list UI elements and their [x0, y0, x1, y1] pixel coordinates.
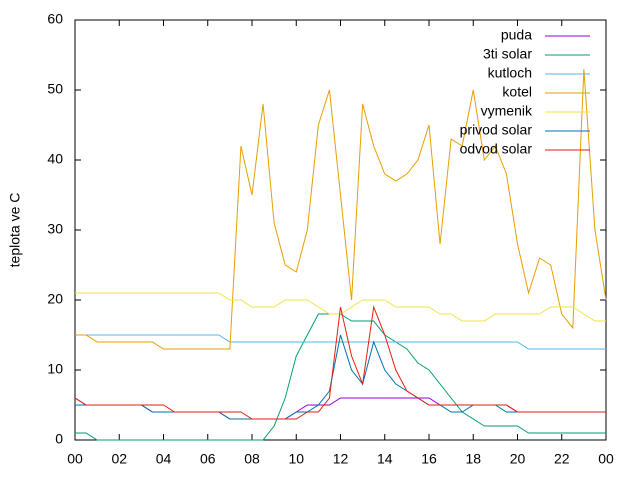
y-tick-label: 30 — [47, 221, 63, 237]
x-tick-label: 08 — [244, 451, 260, 467]
y-tick-label: 40 — [47, 151, 63, 167]
x-tick-label: 16 — [421, 451, 437, 467]
y-tick-label: 10 — [47, 361, 63, 377]
y-axis-label: teplota ve C — [7, 193, 23, 268]
series-line — [75, 292, 606, 322]
x-tick-label: 06 — [200, 451, 216, 467]
x-tick-label: 22 — [554, 451, 570, 467]
x-tick-label: 18 — [465, 451, 481, 467]
legend-label: kutloch — [488, 65, 532, 81]
x-tick-label: 04 — [156, 451, 172, 467]
x-tick-label: 02 — [111, 451, 127, 467]
x-tick-label: 10 — [288, 451, 304, 467]
x-tick-label: 00 — [598, 451, 614, 467]
series-line — [74, 397, 606, 420]
x-tick-label: 12 — [333, 451, 349, 467]
x-tick-label: 14 — [377, 451, 393, 467]
series-line — [74, 305, 606, 420]
legend-label: puda — [501, 27, 532, 43]
x-tick-label: 20 — [510, 451, 526, 467]
y-tick-label: 0 — [55, 431, 63, 447]
y-tick-label: 50 — [47, 81, 63, 97]
legend-label: odvod solar — [460, 141, 533, 157]
legend-label: kotel — [502, 84, 532, 100]
legend-label: 3ti solar — [483, 46, 532, 62]
series-line — [75, 334, 606, 350]
legend-label: privod solar — [460, 122, 533, 138]
series-line — [75, 68, 607, 350]
y-tick-label: 60 — [47, 11, 63, 27]
x-tick-label: 00 — [67, 451, 83, 467]
legend-label: vymenik — [481, 103, 533, 119]
y-tick-label: 20 — [47, 291, 63, 307]
series-line — [75, 313, 606, 441]
